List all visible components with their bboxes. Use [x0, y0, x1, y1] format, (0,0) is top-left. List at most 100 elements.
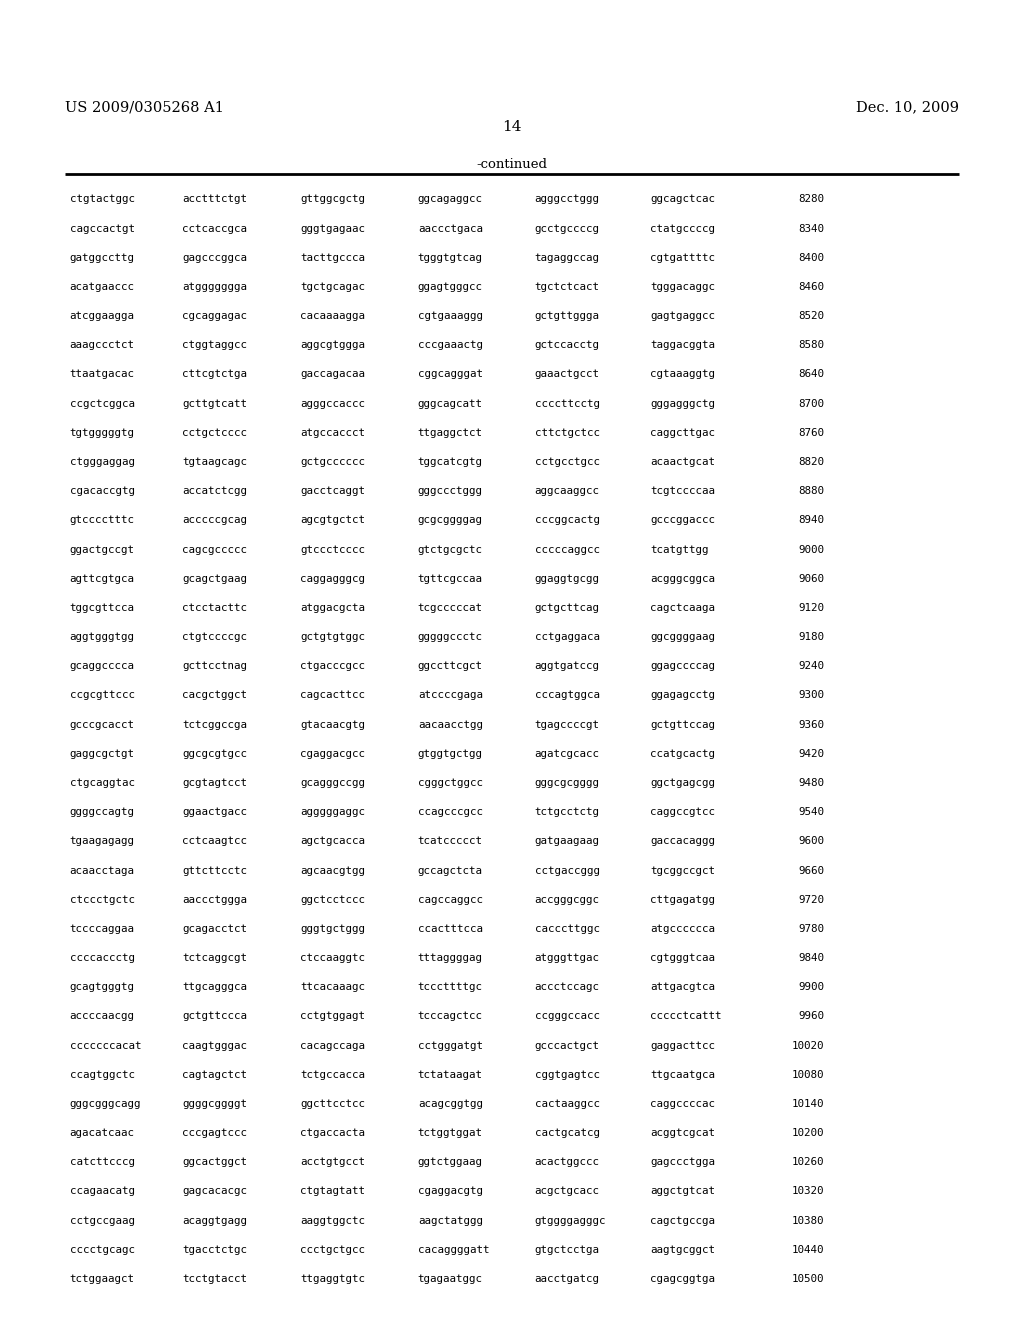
- Text: cgaggacgcc: cgaggacgcc: [300, 748, 365, 759]
- Text: cctgggatgt: cctgggatgt: [418, 1040, 482, 1051]
- Text: gcaggcccca: gcaggcccca: [70, 661, 134, 672]
- Text: ccccttcctg: ccccttcctg: [535, 399, 599, 409]
- Text: cagcacttcc: cagcacttcc: [300, 690, 365, 701]
- Text: aacctgatcg: aacctgatcg: [535, 1274, 599, 1284]
- Text: ccgctcggca: ccgctcggca: [70, 399, 134, 409]
- Text: tggcatcgtg: tggcatcgtg: [418, 457, 482, 467]
- Text: gcagacctct: gcagacctct: [182, 924, 247, 933]
- Text: atggacgcta: atggacgcta: [300, 603, 365, 612]
- Text: ctgtagtatt: ctgtagtatt: [300, 1187, 365, 1196]
- Text: cacgctggct: cacgctggct: [182, 690, 247, 701]
- Text: gcgtagtcct: gcgtagtcct: [182, 777, 247, 788]
- Text: cctgtggagt: cctgtggagt: [300, 1011, 365, 1022]
- Text: atggggggga: atggggggga: [182, 282, 247, 292]
- Text: cccccaggcc: cccccaggcc: [535, 545, 599, 554]
- Text: ccatgcactg: ccatgcactg: [650, 748, 715, 759]
- Text: accccaacgg: accccaacgg: [70, 1011, 134, 1022]
- Text: gaggacttcc: gaggacttcc: [650, 1040, 715, 1051]
- Text: tcccttttgc: tcccttttgc: [418, 982, 482, 993]
- Text: gttcttcctc: gttcttcctc: [182, 866, 247, 875]
- Text: 10140: 10140: [792, 1100, 824, 1109]
- Text: gggcgcgggg: gggcgcgggg: [535, 777, 599, 788]
- Text: 9660: 9660: [799, 866, 824, 875]
- Text: gcccactgct: gcccactgct: [535, 1040, 599, 1051]
- Text: tgacctctgc: tgacctctgc: [182, 1245, 247, 1255]
- Text: gctgtgtggc: gctgtgtggc: [300, 632, 365, 642]
- Text: agatcgcacc: agatcgcacc: [535, 748, 599, 759]
- Text: cagtagctct: cagtagctct: [182, 1069, 247, 1080]
- Text: gtggtgctgg: gtggtgctgg: [418, 748, 482, 759]
- Text: cccgaaactg: cccgaaactg: [418, 341, 482, 350]
- Text: gcctgccccg: gcctgccccg: [535, 223, 599, 234]
- Text: gtcccctttc: gtcccctttc: [70, 515, 134, 525]
- Text: -continued: -continued: [476, 158, 548, 172]
- Text: agacatcaac: agacatcaac: [70, 1129, 134, 1138]
- Text: ggctgagcgg: ggctgagcgg: [650, 777, 715, 788]
- Text: tgtgggggtg: tgtgggggtg: [70, 428, 134, 438]
- Text: ggggcggggt: ggggcggggt: [182, 1100, 247, 1109]
- Text: tgagaatggc: tgagaatggc: [418, 1274, 482, 1284]
- Text: ctgaccacta: ctgaccacta: [300, 1129, 365, 1138]
- Text: agctgcacca: agctgcacca: [300, 837, 365, 846]
- Text: aagtgcggct: aagtgcggct: [650, 1245, 715, 1255]
- Text: gagcccggca: gagcccggca: [182, 252, 247, 263]
- Text: cccctgcagc: cccctgcagc: [70, 1245, 134, 1255]
- Text: 10200: 10200: [792, 1129, 824, 1138]
- Text: 9180: 9180: [799, 632, 824, 642]
- Text: atgcccccca: atgcccccca: [650, 924, 715, 933]
- Text: cagcgccccc: cagcgccccc: [182, 545, 247, 554]
- Text: acatgaaccc: acatgaaccc: [70, 282, 134, 292]
- Text: ccagcccgcc: ccagcccgcc: [418, 807, 482, 817]
- Text: atccccgaga: atccccgaga: [418, 690, 482, 701]
- Text: 8280: 8280: [799, 194, 824, 205]
- Text: cctgaccggg: cctgaccggg: [535, 866, 599, 875]
- Text: ctccctgctc: ctccctgctc: [70, 895, 134, 904]
- Text: tcgtccccaa: tcgtccccaa: [650, 486, 715, 496]
- Text: tgttcgccaa: tgttcgccaa: [418, 574, 482, 583]
- Text: aggctgtcat: aggctgtcat: [650, 1187, 715, 1196]
- Text: cccgagtccc: cccgagtccc: [182, 1129, 247, 1138]
- Text: cctgcctgcc: cctgcctgcc: [535, 457, 599, 467]
- Text: gcccgcacct: gcccgcacct: [70, 719, 134, 730]
- Text: ggcagctcac: ggcagctcac: [650, 194, 715, 205]
- Text: acaacctaga: acaacctaga: [70, 866, 134, 875]
- Text: tccccaggaa: tccccaggaa: [70, 924, 134, 933]
- Text: gcagtgggtg: gcagtgggtg: [70, 982, 134, 993]
- Text: 14: 14: [502, 120, 522, 135]
- Text: aacaacctgg: aacaacctgg: [418, 719, 482, 730]
- Text: gggtgagaac: gggtgagaac: [300, 223, 365, 234]
- Text: gaaactgcct: gaaactgcct: [535, 370, 599, 379]
- Text: 9840: 9840: [799, 953, 824, 964]
- Text: gaccacaggg: gaccacaggg: [650, 837, 715, 846]
- Text: tgcggccgct: tgcggccgct: [650, 866, 715, 875]
- Text: acccccgcag: acccccgcag: [182, 515, 247, 525]
- Text: cactaaggcc: cactaaggcc: [535, 1100, 599, 1109]
- Text: gctgcccccc: gctgcccccc: [300, 457, 365, 467]
- Text: ttcacaaagc: ttcacaaagc: [300, 982, 365, 993]
- Text: gcagctgaag: gcagctgaag: [182, 574, 247, 583]
- Text: Dec. 10, 2009: Dec. 10, 2009: [856, 100, 959, 115]
- Text: cctgaggaca: cctgaggaca: [535, 632, 599, 642]
- Text: 9900: 9900: [799, 982, 824, 993]
- Text: gggggccctc: gggggccctc: [418, 632, 482, 642]
- Text: tgggtgtcag: tgggtgtcag: [418, 252, 482, 263]
- Text: 8520: 8520: [799, 312, 824, 321]
- Text: cctgctcccc: cctgctcccc: [182, 428, 247, 438]
- Text: 8580: 8580: [799, 341, 824, 350]
- Text: cagccaggcc: cagccaggcc: [418, 895, 482, 904]
- Text: 9120: 9120: [799, 603, 824, 612]
- Text: cactgcatcg: cactgcatcg: [535, 1129, 599, 1138]
- Text: tctcggccga: tctcggccga: [182, 719, 247, 730]
- Text: 9240: 9240: [799, 661, 824, 672]
- Text: cgtgggtcaa: cgtgggtcaa: [650, 953, 715, 964]
- Text: aaccctgaca: aaccctgaca: [418, 223, 482, 234]
- Text: gctgttccca: gctgttccca: [182, 1011, 247, 1022]
- Text: gggcgggcagg: gggcgggcagg: [70, 1100, 141, 1109]
- Text: gggccctggg: gggccctggg: [418, 486, 482, 496]
- Text: aagctatggg: aagctatggg: [418, 1216, 482, 1226]
- Text: gtacaacgtg: gtacaacgtg: [300, 719, 365, 730]
- Text: accatctcgg: accatctcgg: [182, 486, 247, 496]
- Text: acctttctgt: acctttctgt: [182, 194, 247, 205]
- Text: tcctgtacct: tcctgtacct: [182, 1274, 247, 1284]
- Text: 9960: 9960: [799, 1011, 824, 1022]
